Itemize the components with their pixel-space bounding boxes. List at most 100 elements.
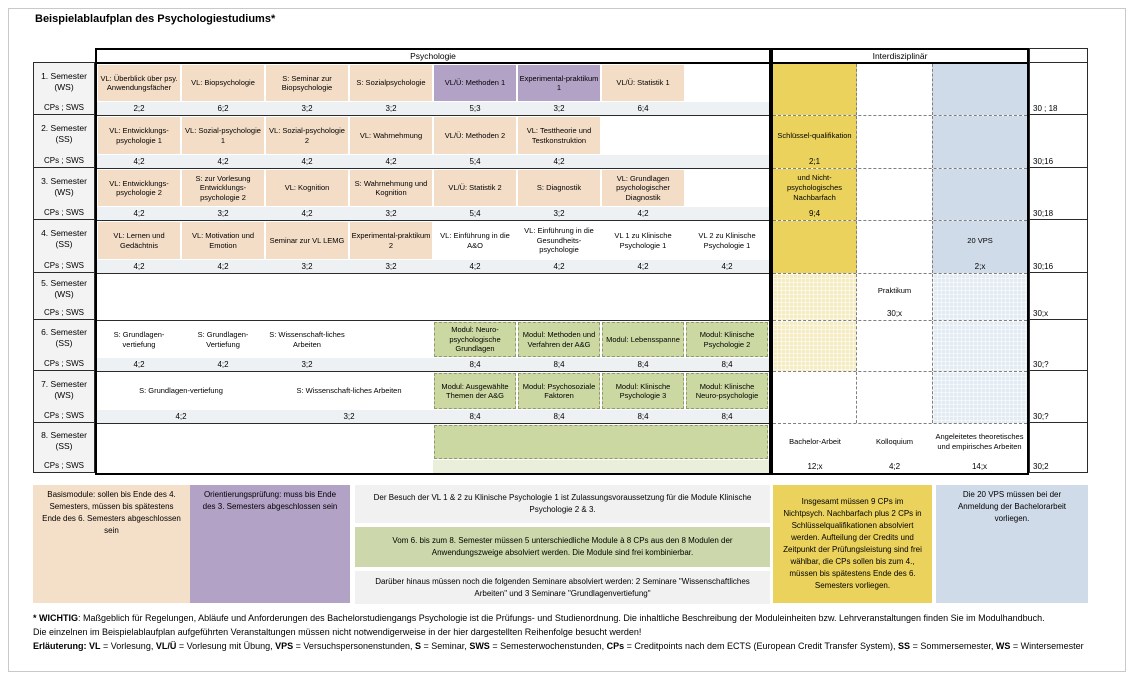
cp-sws-value: 4;2 (133, 262, 145, 271)
inter-cell-text: Kolloquium (875, 437, 914, 447)
semester-total: 30 ; 18 (1033, 104, 1058, 113)
course-cell: VL: Testtheorie und Testkonstruktion (518, 117, 600, 154)
semester-term: (WS) (54, 389, 74, 400)
course-cell: VL: Überblick über psy. Anwendungsfächer (98, 65, 180, 101)
inter-column-m (857, 116, 932, 168)
cp-sws-value: 4;2 (301, 209, 313, 218)
course-cell: VL/Ü: Methoden 2 (434, 117, 516, 154)
semester-label-cell: 1. Semester (WS) CPs ; SWS (34, 63, 94, 114)
semester-name: 4. Semester (41, 228, 87, 239)
cps-sws-label: CPs ; SWS (43, 307, 84, 317)
page-title: Beispielablaufplan des Psychologiestudiu… (35, 13, 276, 25)
cp-sws-value: 4;2 (175, 412, 187, 421)
interdisciplinary-header: Interdisziplinär (773, 50, 1027, 64)
psychology-header: Psychologie (97, 50, 769, 64)
cp-sws-value: 8;4 (721, 412, 733, 421)
cp-sws-value: 4;2 (217, 157, 229, 166)
cps-sws-label: CPs ; SWS (43, 102, 84, 112)
semester-term: (SS) (55, 338, 73, 348)
inter-column-b (932, 372, 1027, 423)
semester-label-cell: 5. Semester (WS) CPs ; SWS (34, 272, 94, 319)
cp-sws-value: 6;4 (637, 104, 649, 113)
course-cell: VL: Einführung in die Gesundheits-psycho… (524, 226, 594, 255)
semester-name: 7. Semester (41, 378, 87, 389)
cp-sws-value: 5;3 (469, 104, 481, 113)
semester-courses-row: S: Grundlagen-vertiefung 4;2 S: Wissenscha… (97, 371, 769, 423)
interdisciplinary-row: 20 VPS 2;x (773, 220, 1027, 273)
inter-column-b (932, 169, 1027, 220)
course-cell: VL: Motivation und Emotion (182, 222, 264, 259)
module-cell: Modul: Lebensspanne (602, 322, 684, 357)
inter-cp-value: 14;x (971, 462, 988, 471)
semester-name: 8. Semester (41, 429, 87, 440)
course-cell: Seminar zur VL LEMG (266, 222, 348, 259)
cp-sws-value: 8;4 (553, 412, 565, 421)
cps-row-strip (97, 102, 769, 115)
cps-row-strip (97, 207, 769, 220)
cp-sws-value: 3;2 (385, 104, 397, 113)
module-cell: Modul: Ausgewählte Themen der A&G (434, 373, 516, 409)
inter-cell-text: Praktikum (877, 285, 912, 295)
module-cell: Modul: Klinische Psychologie 2 (686, 322, 768, 357)
semester-courses-row: VL: Lernen und Gedächtnis 4;2 VL: Motivati… (97, 220, 769, 273)
semester-term: (WS) (54, 81, 74, 92)
semester-total: 30;2 (1030, 422, 1087, 472)
cp-sws-value: 8;4 (637, 412, 649, 421)
inter-column-y (773, 64, 857, 115)
page-border (8, 8, 1126, 672)
semester-courses-row: S: Grundlagen-vertiefung 4;2 S: Grundlagen… (97, 320, 769, 371)
inter-column-y (773, 221, 857, 273)
cp-sws-value: 4;2 (217, 262, 229, 271)
inter-column-m (857, 321, 932, 371)
inter-column-m: Kolloquium 4;2 (857, 424, 932, 473)
cps-row-strip (97, 260, 769, 273)
inter-column-y: Schlüssel-qualifikation 2;1 (773, 116, 857, 168)
course-cell: Experimental-praktikum 1 (518, 65, 600, 101)
module-cell: Modul: Klinische Neuro-psychologie (686, 373, 768, 409)
footer-legend: * WICHTIG: Maßgeblich für Regelungen, Ab… (33, 612, 1105, 654)
note-seminare: Darüber hinaus müssen noch die folgenden… (355, 571, 770, 604)
inter-cell-text: 20 VPS (967, 235, 993, 245)
course-cell: VL/Ü: Statistik 2 (434, 170, 516, 206)
footer-line1: * WICHTIG: Maßgeblich für Regelungen, Ab… (33, 613, 1045, 623)
footer-line2: Die einzelnen im Beispielablaufplan aufg… (33, 626, 642, 637)
note-klinische-psychologie: Der Besuch der VL 1 & 2 zu Klinische Psy… (355, 485, 770, 523)
semester-courses-row: VL: Entwicklungs-psychologie 1 4;2 VL: Soz… (97, 115, 769, 168)
course-cell: VL: Wahrnehmung (350, 117, 432, 154)
interdisciplinary-row: Schlüssel-qualifikation 2;1 (773, 115, 1027, 168)
cp-sws-value: 8;4 (553, 360, 565, 369)
module-block (434, 425, 768, 459)
cp-sws-value: 4;2 (637, 209, 649, 218)
semester-name: 2. Semester (41, 123, 87, 134)
semester-label-cell: 3. Semester (WS) CPs ; SWS (34, 167, 94, 219)
interdisciplinary-row: und Nicht-psychologisches Nachbarfach 9;4 (773, 168, 1027, 220)
semester-total: 30;? (1030, 370, 1087, 422)
module-cell: Modul: Klinische Psychologie 3 (602, 373, 684, 409)
cps-sws-label: CPs ; SWS (43, 358, 84, 368)
semester-courses-row (97, 273, 769, 320)
cps-sws-label: CPs ; SWS (43, 207, 84, 217)
semester-label-cell: 6. Semester (SS) CPs ; SWS (34, 319, 94, 370)
course-cell: S: Diagnostik (518, 170, 600, 206)
semester-name: 5. Semester (41, 278, 87, 289)
semester-total: 30;16 (1030, 114, 1087, 167)
inter-cp-value: 9;4 (808, 209, 821, 218)
inter-column-b (932, 321, 1027, 371)
interdisciplinary-row: Bachelor-Arbeit 12;x Kolloquium 4;2 Angeleit… (773, 423, 1027, 473)
inter-column-y (773, 274, 857, 320)
course-cell: VL: Grundlagen psychologischer Diagnosti… (602, 170, 684, 206)
semester-label-cell: 2. Semester (SS) CPs ; SWS (34, 114, 94, 167)
semester-label-cell: 8. Semester (SS) CPs ; SWS (34, 422, 94, 472)
semester-courses-row: VL: Überblick über psy. Anwendungsfächer… (97, 64, 769, 115)
course-cell: VL 2 zu Klinische Psychologie 1 (698, 231, 756, 250)
cp-sws-value: 8;4 (469, 412, 481, 421)
footer-line3: Erläuterung: VL = Vorlesung, VL/Ü = Vorl… (33, 640, 1084, 651)
totals-header-empty (1030, 49, 1087, 63)
course-cell: S: Wahrnehmung und Kognition (350, 170, 432, 206)
course-cell: S: Grundlagen-Vertiefung (197, 330, 249, 349)
cp-sws-value: 3;2 (301, 262, 313, 271)
cps-sws-label: CPs ; SWS (43, 260, 84, 270)
totals-column: 30 ; 18 30;16 30;18 30;16 30;x 30;? 30;? 30;2 (1029, 48, 1088, 473)
course-cell: VL: Sozial-psychologie 1 (182, 117, 264, 154)
